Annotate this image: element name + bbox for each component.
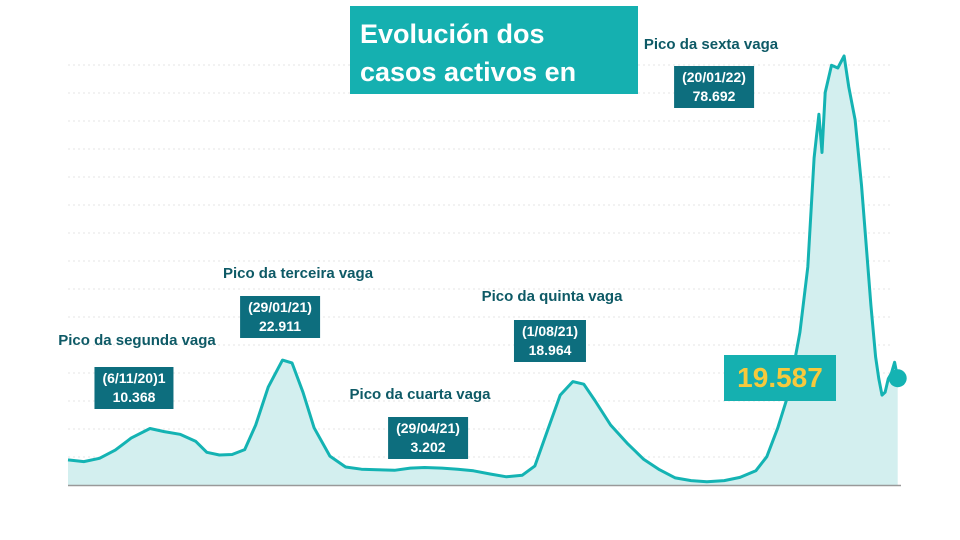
peak-label-fourth-wave: Pico da cuarta vaga bbox=[349, 386, 491, 403]
peak-value: 18.964 bbox=[528, 342, 572, 358]
peak-box-fourth-wave: (29/04/21) 3.202 bbox=[388, 417, 468, 459]
peak-value: 10.368 bbox=[112, 389, 156, 405]
peak-date: (20/01/22) bbox=[682, 69, 746, 85]
peak-value: 22.911 bbox=[258, 318, 302, 334]
peak-value: 78.692 bbox=[692, 88, 736, 104]
chart-current-point bbox=[888, 369, 907, 388]
chart-series-line bbox=[67, 54, 900, 484]
peak-label-third-wave: Pico da terceira vaga bbox=[222, 265, 374, 282]
peak-label-fifth-wave: Pico da quinta vaga bbox=[481, 288, 623, 305]
peak-label-second-wave: Pico da segunda vaga bbox=[58, 332, 216, 349]
peak-box-third-wave: (29/01/21) 22.911 bbox=[240, 296, 320, 338]
peak-label-sixth-wave: Pico da sexta vaga bbox=[643, 36, 779, 53]
peak-box-sixth-wave: (20/01/22) 78.692 bbox=[674, 66, 754, 108]
current-value-badge: 19.587 bbox=[724, 355, 836, 401]
chart-area-fill bbox=[68, 56, 898, 485]
peak-date: (29/01/21) bbox=[248, 299, 312, 315]
peak-box-fifth-wave: (1/08/21) 18.964 bbox=[513, 320, 587, 362]
peak-date: (6/11/20)1 bbox=[102, 370, 166, 386]
chart-title: Evolución dos casos activos en Galicia bbox=[350, 6, 638, 125]
peak-date: (29/04/21) bbox=[396, 420, 460, 436]
peak-date: (1/08/21) bbox=[521, 323, 579, 339]
peak-value: 3.202 bbox=[410, 439, 446, 455]
peak-box-second-wave: (6/11/20)1 10.368 bbox=[94, 367, 174, 409]
